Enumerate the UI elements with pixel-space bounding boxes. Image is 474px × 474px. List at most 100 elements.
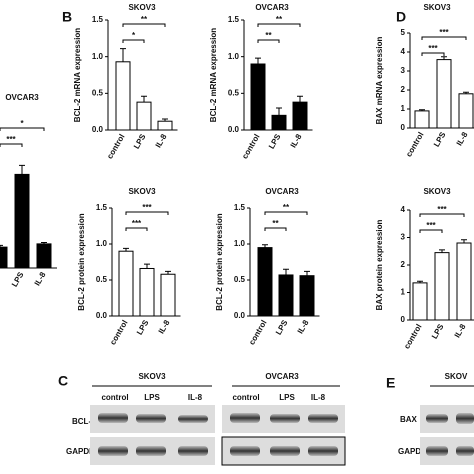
x-tick-label: IL-8 <box>455 130 470 147</box>
significance-label: ** <box>276 15 283 24</box>
significance-bracket <box>257 23 301 27</box>
bar <box>414 110 430 129</box>
x-tick-label: control <box>247 319 268 347</box>
bar <box>136 101 152 131</box>
y-tick-label: 3 <box>401 66 406 75</box>
chart-title: SKOV3 <box>128 3 156 12</box>
chart-title: OVCAR3 <box>5 93 39 102</box>
bar <box>257 247 273 317</box>
x-tick-label: IL-8 <box>157 318 172 335</box>
y-axis-label: BCL-2 mRNA expression <box>209 28 218 123</box>
x-tick-label: IL-8 <box>289 132 304 149</box>
y-tick-label: 1.0 <box>234 239 246 248</box>
blot <box>221 405 346 466</box>
y-axis-label: BCL-2 protein expression <box>77 213 86 310</box>
x-tick-label: IL-8 <box>453 322 468 339</box>
blot-title: SKOV <box>445 372 468 381</box>
y-tick-label: 1.5 <box>92 15 104 24</box>
bar <box>434 252 450 321</box>
bar <box>118 250 134 317</box>
bar <box>412 282 428 321</box>
x-tick-label: control <box>240 133 261 161</box>
significance-label: *** <box>142 203 152 212</box>
x-tick-label: control <box>402 323 423 351</box>
y-tick-label: 2 <box>401 85 406 94</box>
significance-label: ** <box>283 203 290 212</box>
y-tick-label: 3 <box>401 233 406 242</box>
significance-label: *** <box>439 28 449 37</box>
significance-bracket <box>257 39 280 43</box>
error-bar <box>162 118 168 122</box>
significance-bracket <box>122 23 166 27</box>
error-bar <box>419 109 425 111</box>
error-bar <box>120 48 126 62</box>
significance-bracket <box>0 127 45 131</box>
significance-label: *** <box>428 44 438 53</box>
error-bar <box>439 249 445 253</box>
lane-label: control <box>232 393 259 402</box>
significance-bracket <box>419 213 465 217</box>
row-label: GAPDH <box>398 447 427 456</box>
error-bar <box>463 91 469 94</box>
significance-bracket <box>419 229 443 233</box>
y-tick-label: 1.0 <box>96 239 108 248</box>
x-tick-label: IL-8 <box>33 270 48 287</box>
bar <box>250 63 266 131</box>
y-axis-label: BAX mRNA expression <box>375 37 384 125</box>
bar <box>456 242 472 321</box>
bar <box>14 173 30 269</box>
lane-label: IL-8 <box>311 393 326 402</box>
lane-label: LPS <box>144 393 160 402</box>
y-tick-label: 0.5 <box>92 88 104 97</box>
chart-title: OVCAR3 <box>265 187 299 196</box>
y-axis-label: BAX protein expression <box>375 220 384 311</box>
x-tick-label: LPS <box>10 270 26 289</box>
bar <box>139 267 155 317</box>
row-label: GAPDH <box>66 447 95 456</box>
x-tick-label: LPS <box>432 130 448 149</box>
bar <box>36 243 52 269</box>
significance-bracket <box>264 227 287 231</box>
x-tick-label: control <box>108 319 129 347</box>
blot <box>90 405 215 465</box>
x-tick-label: control <box>404 131 425 159</box>
blot <box>420 405 474 465</box>
y-tick-label: 0 <box>401 123 406 132</box>
significance-bracket <box>122 39 145 43</box>
error-bar <box>41 241 47 244</box>
y-tick-label: 4 <box>401 47 406 56</box>
chart-title: OVCAR3 <box>255 3 289 12</box>
y-tick-label: 0.5 <box>96 275 108 284</box>
bar <box>436 59 452 129</box>
panel-label: E <box>386 375 395 391</box>
error-bar <box>19 164 25 175</box>
y-tick-label: 0.0 <box>96 311 108 320</box>
significance-bracket <box>125 227 148 231</box>
y-tick-label: 1.0 <box>228 52 240 61</box>
y-tick-label: 1 <box>401 104 406 113</box>
error-bar <box>123 247 129 252</box>
error-bar <box>283 268 289 275</box>
bar <box>271 114 287 131</box>
error-bar <box>0 244 3 248</box>
y-tick-label: 1.5 <box>96 203 108 212</box>
bar <box>160 273 176 317</box>
bar <box>278 274 294 317</box>
panel-label: B <box>62 9 72 25</box>
y-axis-label: BCL-2 protein expression <box>215 213 224 310</box>
significance-label: *** <box>437 205 447 214</box>
significance-label: ** <box>141 15 148 24</box>
significance-bracket <box>421 52 445 56</box>
significance-label: ** <box>265 31 272 40</box>
error-bar <box>255 57 261 64</box>
panel-label: D <box>396 9 406 25</box>
y-tick-label: 0.0 <box>228 125 240 134</box>
x-tick-label: IL-8 <box>154 132 169 149</box>
x-tick-label: LPS <box>267 132 283 151</box>
error-bar <box>141 95 147 103</box>
error-bar <box>262 244 268 248</box>
y-tick-label: 1.0 <box>92 52 104 61</box>
lane-label: IL-8 <box>188 393 203 402</box>
chart-title: SKOV3 <box>423 187 451 196</box>
bar <box>458 93 474 129</box>
